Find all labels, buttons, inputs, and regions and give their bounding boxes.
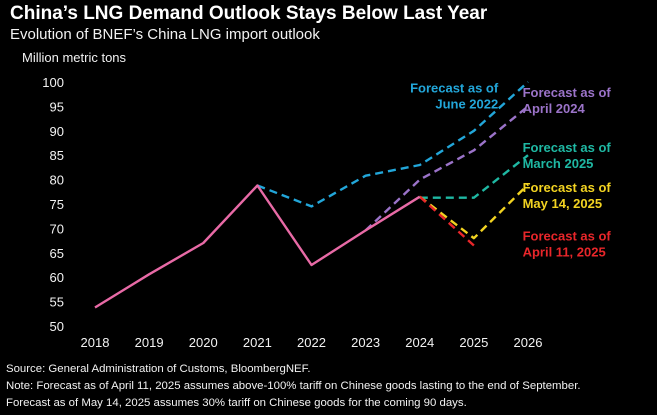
annotation-line: May 14, 2025 <box>523 196 603 211</box>
x-tick-label: 2021 <box>243 335 272 350</box>
tariff-note-may: Forecast as of May 14, 2025 assumes 30% … <box>6 397 467 409</box>
series-annotation: Forecast as of May 14, 2025 <box>523 180 612 211</box>
y-tick-label: 55 <box>50 295 64 310</box>
y-tick-label: 65 <box>50 246 64 261</box>
y-tick-label: 90 <box>50 124 64 139</box>
y-tick-label: 60 <box>50 270 64 285</box>
x-tick-label: 2026 <box>514 335 543 350</box>
y-axis-label: Million metric tons <box>22 50 127 65</box>
y-tick-label: 80 <box>50 173 64 188</box>
series-line-forecast-as-of-march-2025 <box>419 154 529 199</box>
y-tick-label: 50 <box>50 319 64 334</box>
annotation-line: April 2024 <box>523 101 586 116</box>
chart-subtitle: Evolution of BNEF’s China LNG import out… <box>10 26 320 43</box>
line-chart: Million metric tons 50 55 60 65 70 75 80 85 90 95… <box>22 50 612 350</box>
annotation-line: March 2025 <box>523 156 594 171</box>
series-annotation: Forecast as of April 2024 <box>523 85 612 116</box>
x-tick-label: 2023 <box>351 335 380 350</box>
series-line-forecast-as-of-april-11-2025 <box>418 195 475 247</box>
x-tick-label: 2019 <box>135 335 164 350</box>
series-line-forecast-as-of-june-2022 <box>256 81 529 208</box>
series-line-forecast-as-of-may-14-2025 <box>419 183 529 240</box>
y-tick-label: 70 <box>50 221 64 236</box>
annotation-line: Forecast as of <box>523 180 612 195</box>
annotation-line: Forecast as of <box>523 85 612 100</box>
source-note: Source: General Administration of Custom… <box>6 363 311 375</box>
x-tick-label: 2022 <box>297 335 326 350</box>
y-tick-label: 95 <box>50 99 64 114</box>
series-annotation: Forecast as of April 11, 2025 <box>523 229 612 260</box>
chart-title: China’s LNG Demand Outlook Stays Below L… <box>10 3 488 24</box>
y-tick-label: 100 <box>42 75 64 90</box>
tariff-note-april: Note: Forecast as of April 11, 2025 assu… <box>6 380 581 392</box>
x-tick-label: 2024 <box>405 335 434 350</box>
annotation-line: Forecast as of <box>523 140 612 155</box>
annotation-line: Forecast as of <box>410 81 499 96</box>
x-tick-label: 2018 <box>81 335 110 350</box>
series-line-actual <box>94 184 421 309</box>
annotation-line: April 11, 2025 <box>523 245 606 260</box>
series-annotation: Forecast as of March 2025 <box>523 140 612 171</box>
x-tick-label: 2020 <box>189 335 218 350</box>
annotation-line: June 2022 <box>435 97 498 112</box>
series-annotation: Forecast as of June 2022 <box>410 81 499 112</box>
y-tick-label: 85 <box>50 148 64 163</box>
y-tick-label: 75 <box>50 197 64 212</box>
x-tick-label: 2025 <box>459 335 488 350</box>
annotation-line: Forecast as of <box>523 229 612 244</box>
footnotes: Source: General Administration of Custom… <box>6 361 581 412</box>
series-line-forecast-as-of-april-2024 <box>364 105 529 232</box>
